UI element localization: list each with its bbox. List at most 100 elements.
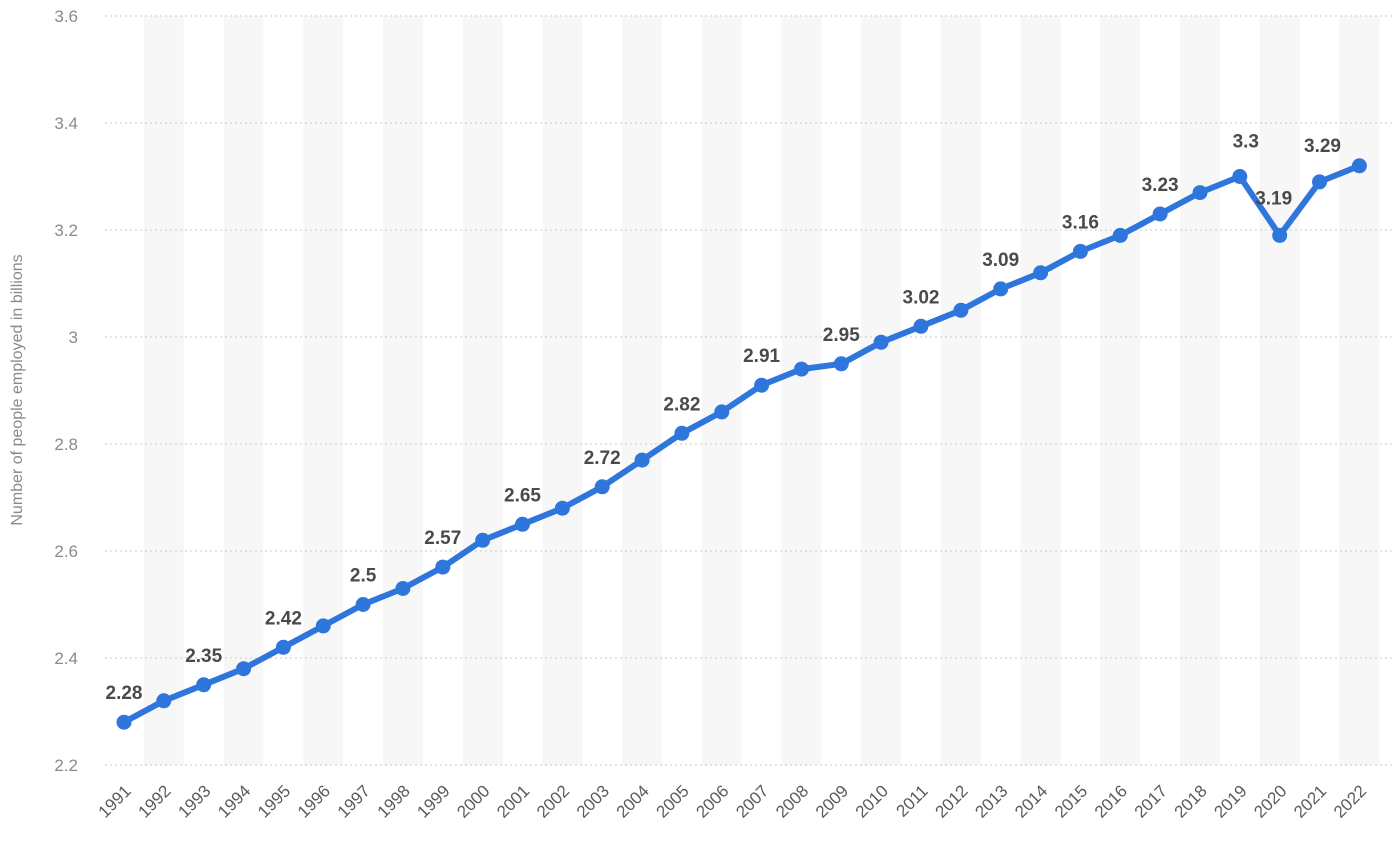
data-label: 2.95 [823, 325, 860, 346]
data-point[interactable] [913, 318, 929, 334]
column-band [462, 16, 503, 765]
column-band [223, 16, 264, 765]
y-tick-label: 3.4 [54, 114, 78, 133]
series-line-group [121, 162, 1363, 726]
x-tick-label: 1999 [413, 781, 453, 821]
y-axis-title: Number of people employed in billions [9, 254, 26, 525]
data-point[interactable] [1112, 227, 1128, 243]
x-tick-label: 2019 [1210, 781, 1250, 821]
data-label: 2.57 [424, 528, 461, 549]
column-band [143, 16, 184, 765]
data-point[interactable] [554, 500, 570, 516]
x-tick-label: 2011 [893, 781, 932, 820]
x-axis-ticks: 1991 1992 1993 1994 1995 1996 1997 1998 1999 2000… [95, 781, 1371, 821]
x-tick-label: 2005 [653, 781, 693, 821]
data-point[interactable] [156, 693, 172, 709]
data-label: 3.02 [903, 287, 940, 308]
data-label: 2.42 [265, 608, 302, 629]
x-tick-label: 2007 [732, 781, 772, 821]
x-tick-label: 2006 [692, 781, 732, 821]
x-tick-label: 2008 [772, 781, 812, 821]
column-bands [143, 16, 1380, 765]
data-point[interactable] [515, 516, 530, 532]
data-point[interactable] [275, 639, 291, 655]
x-tick-label: 1997 [334, 781, 374, 821]
data-point[interactable] [1232, 169, 1248, 184]
data-point[interactable] [196, 677, 212, 693]
data-point[interactable] [674, 425, 690, 441]
x-tick-label: 1993 [174, 781, 214, 821]
column-band [1100, 16, 1141, 765]
data-point[interactable] [754, 377, 770, 393]
data-label: 3.3 [1233, 132, 1259, 153]
data-point[interactable] [116, 714, 132, 730]
x-tick-label: 2002 [533, 781, 573, 821]
column-band [940, 16, 981, 765]
x-tick-label: 2001 [493, 781, 533, 821]
x-tick-label: 2009 [812, 781, 852, 821]
y-tick-label: 3 [69, 328, 78, 347]
column-band [701, 16, 742, 765]
data-point[interactable] [1033, 265, 1049, 281]
data-label: 2.5 [350, 566, 377, 587]
y-tick-label: 2.2 [54, 756, 78, 775]
data-point[interactable] [1351, 158, 1367, 174]
data-point[interactable] [475, 532, 491, 548]
x-tick-label: 1995 [254, 781, 294, 821]
x-tick-label: 2010 [852, 781, 892, 821]
data-labels: 2.28 2.35 2.42 2.5 2.57 2.65 2.72 2.82 2.91 2.95 3… [106, 132, 1341, 705]
y-tick-label: 2.4 [54, 649, 78, 668]
column-band [1259, 16, 1300, 765]
data-point[interactable] [833, 356, 849, 372]
y-tick-label: 3.6 [54, 7, 78, 26]
data-point[interactable] [236, 661, 252, 677]
column-band [303, 16, 344, 765]
x-tick-label: 2016 [1091, 781, 1131, 821]
data-point[interactable] [873, 334, 889, 350]
column-band [1339, 16, 1380, 765]
data-label: 3.16 [1062, 212, 1099, 233]
x-tick-label: 2018 [1171, 781, 1211, 821]
data-point[interactable] [1272, 227, 1288, 243]
x-tick-label: 2000 [453, 781, 493, 821]
column-band [781, 16, 822, 765]
data-point[interactable] [953, 302, 969, 318]
x-tick-label: 2013 [971, 781, 1011, 821]
y-tick-label: 2.6 [54, 542, 78, 561]
series-line [121, 162, 1363, 726]
data-point[interactable] [993, 281, 1009, 297]
x-tick-label: 2014 [1011, 781, 1051, 821]
data-point[interactable] [395, 581, 411, 596]
x-tick-label: 2020 [1250, 781, 1290, 821]
column-band [1180, 16, 1220, 765]
x-tick-label: 2021 [1290, 781, 1330, 821]
data-point[interactable] [355, 597, 371, 612]
column-band [1020, 16, 1061, 765]
x-tick-label: 2022 [1330, 781, 1370, 821]
data-point[interactable] [1152, 206, 1168, 222]
data-label: 2.65 [504, 485, 541, 506]
data-point[interactable] [435, 559, 451, 575]
data-point[interactable] [794, 361, 809, 377]
data-point[interactable] [594, 479, 610, 495]
x-tick-label: 2015 [1051, 781, 1091, 821]
data-label: 3.23 [1142, 175, 1179, 196]
data-point[interactable] [1072, 243, 1088, 259]
column-band [861, 16, 902, 765]
data-point[interactable] [714, 404, 730, 420]
x-tick-label: 1991 [95, 781, 135, 821]
data-label: 2.35 [185, 646, 222, 667]
data-label: 2.28 [106, 683, 143, 704]
data-label: 2.82 [663, 394, 700, 415]
data-points [116, 158, 1367, 730]
data-point[interactable] [1312, 174, 1327, 190]
y-tick-label: 2.8 [54, 435, 78, 454]
data-label: 3.19 [1255, 188, 1292, 209]
data-point[interactable] [634, 452, 650, 468]
data-point[interactable] [315, 618, 331, 634]
column-band [383, 16, 423, 765]
data-point[interactable] [1192, 185, 1208, 201]
x-tick-label: 1992 [134, 781, 174, 821]
column-band [622, 16, 662, 765]
